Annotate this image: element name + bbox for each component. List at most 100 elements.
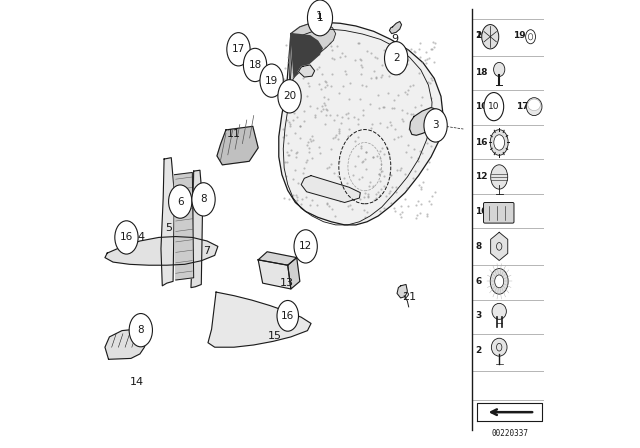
Ellipse shape (491, 165, 508, 189)
Point (385, 151, 395, 158)
Point (290, 166, 300, 173)
Point (396, 133, 406, 140)
Point (327, 55, 337, 62)
Point (341, 70, 351, 78)
Point (282, 152, 292, 159)
Point (311, 37, 321, 44)
Point (298, 170, 308, 177)
Point (409, 47, 419, 55)
Point (278, 134, 289, 141)
Ellipse shape (492, 338, 507, 356)
Point (340, 111, 351, 118)
Point (387, 184, 397, 191)
Polygon shape (291, 34, 323, 77)
Point (417, 93, 428, 100)
Ellipse shape (482, 25, 499, 49)
Point (401, 109, 412, 116)
Point (420, 128, 430, 135)
Point (353, 153, 364, 160)
Point (280, 86, 291, 94)
Point (418, 122, 428, 129)
Point (427, 193, 437, 200)
Point (287, 105, 297, 112)
Point (283, 54, 293, 61)
Point (373, 188, 383, 195)
Point (337, 195, 347, 202)
Text: 6: 6 (177, 197, 184, 207)
Point (355, 70, 365, 77)
Point (380, 151, 390, 158)
Point (360, 213, 370, 220)
Point (315, 187, 325, 194)
Point (403, 87, 413, 94)
Ellipse shape (495, 275, 504, 288)
Point (392, 166, 403, 173)
Point (321, 106, 332, 113)
Point (330, 213, 340, 220)
Text: 20: 20 (475, 31, 488, 40)
Text: 16: 16 (281, 311, 294, 321)
Point (295, 122, 305, 129)
Point (316, 187, 326, 194)
Point (281, 131, 291, 138)
Point (422, 128, 432, 135)
Text: 11: 11 (227, 129, 241, 138)
Point (373, 91, 383, 99)
Ellipse shape (526, 98, 542, 116)
Point (400, 61, 410, 68)
Point (396, 214, 406, 221)
Point (280, 159, 290, 166)
Point (403, 202, 413, 210)
Point (307, 42, 317, 49)
Text: 12: 12 (299, 241, 312, 251)
Point (385, 119, 395, 126)
Point (299, 117, 309, 124)
Point (320, 78, 330, 85)
Point (307, 197, 317, 204)
Point (377, 145, 387, 152)
Point (345, 80, 355, 87)
Text: 17: 17 (232, 44, 245, 54)
Point (322, 81, 332, 88)
Text: 18: 18 (475, 68, 488, 77)
Point (397, 209, 408, 216)
Point (358, 107, 368, 114)
Text: 18: 18 (248, 60, 262, 70)
Point (327, 205, 337, 212)
Point (427, 77, 437, 84)
Point (390, 208, 400, 215)
Point (401, 148, 412, 155)
Text: 3: 3 (432, 121, 439, 130)
Point (301, 92, 312, 99)
Point (355, 195, 365, 202)
Point (362, 48, 372, 55)
Point (290, 130, 300, 137)
Point (333, 135, 343, 142)
Point (355, 95, 365, 103)
Point (401, 60, 411, 68)
Text: 19: 19 (475, 31, 488, 40)
Point (406, 153, 416, 160)
Point (394, 166, 404, 173)
Point (378, 183, 388, 190)
Point (401, 53, 412, 60)
Point (375, 120, 385, 127)
Point (357, 81, 367, 88)
Point (289, 109, 299, 116)
Point (312, 201, 322, 208)
Point (364, 182, 374, 190)
Point (426, 201, 436, 208)
Point (287, 103, 297, 111)
Point (406, 110, 416, 117)
Point (327, 47, 337, 54)
Point (389, 105, 399, 112)
Point (426, 74, 436, 82)
Point (333, 90, 344, 97)
Point (388, 136, 399, 143)
Point (334, 157, 344, 164)
Point (394, 70, 404, 77)
Point (332, 182, 342, 190)
Point (296, 195, 307, 202)
Point (363, 193, 373, 200)
Point (411, 214, 421, 221)
